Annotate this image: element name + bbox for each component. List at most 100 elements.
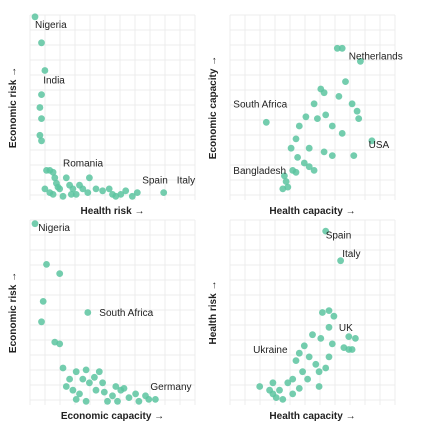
data-point xyxy=(289,390,297,398)
data-point xyxy=(92,185,100,193)
data-point xyxy=(99,187,106,195)
data-point xyxy=(338,44,346,52)
data-point xyxy=(292,357,300,364)
point-label: Bangladesh xyxy=(233,166,286,177)
x-axis-title: Economic capacity → xyxy=(61,411,164,422)
data-point xyxy=(266,386,273,394)
y-axis-title: Economic risk → xyxy=(8,67,19,148)
data-point xyxy=(49,168,57,176)
data-point xyxy=(105,185,113,193)
data-point xyxy=(36,104,44,111)
data-point xyxy=(322,111,330,119)
point-label: USA xyxy=(369,140,390,151)
data-point xyxy=(353,107,361,115)
data-point xyxy=(43,261,50,268)
point-label: Nigeria xyxy=(38,223,70,234)
data-point xyxy=(262,118,270,126)
data-point xyxy=(338,130,346,137)
data-point xyxy=(269,379,277,387)
data-point xyxy=(333,44,341,52)
data-point xyxy=(294,154,301,161)
data-point xyxy=(300,342,308,350)
data-point xyxy=(31,220,39,228)
point-label: Spain xyxy=(142,175,168,186)
data-point xyxy=(51,174,59,182)
data-point xyxy=(317,335,325,342)
data-point xyxy=(310,167,318,174)
point-label: Ukraine xyxy=(253,345,288,356)
data-point xyxy=(82,366,90,374)
point-label: Germany xyxy=(150,382,191,393)
data-point xyxy=(36,131,44,139)
point-label: Spain xyxy=(326,231,352,242)
data-point xyxy=(305,163,313,171)
point-label: Netherlands xyxy=(349,51,403,62)
data-point xyxy=(305,353,313,361)
x-axis-title: Health capacity → xyxy=(269,206,355,217)
data-point xyxy=(342,78,349,85)
data-point xyxy=(135,397,143,405)
data-point xyxy=(328,340,336,348)
point-label: Romania xyxy=(63,159,103,170)
data-point xyxy=(39,298,47,305)
data-point xyxy=(133,189,141,197)
gridlines xyxy=(229,219,396,405)
data-point xyxy=(91,373,98,381)
data-point xyxy=(67,191,75,198)
data-point xyxy=(322,227,330,235)
data-point xyxy=(335,93,343,100)
data-point xyxy=(38,115,45,122)
data-point xyxy=(276,386,283,394)
data-point xyxy=(368,137,376,145)
data-point xyxy=(282,178,290,185)
data-point xyxy=(320,148,328,156)
data-point xyxy=(310,100,318,108)
data-point xyxy=(38,318,45,326)
data-point xyxy=(287,144,295,152)
data-point xyxy=(72,396,80,403)
data-point xyxy=(345,346,353,353)
data-point xyxy=(117,191,125,198)
data-point xyxy=(272,394,280,401)
data-point xyxy=(66,375,73,383)
data-point xyxy=(152,396,159,403)
data-point xyxy=(79,185,87,193)
data-point xyxy=(128,192,136,200)
data-point xyxy=(72,368,80,376)
data-point xyxy=(295,349,303,357)
data-point xyxy=(56,340,64,348)
data-point xyxy=(145,396,153,403)
data-point xyxy=(345,333,353,340)
data-point xyxy=(109,392,116,400)
data-point xyxy=(160,189,168,197)
data-point xyxy=(289,167,297,174)
x-axis-title: Health capacity → xyxy=(269,411,355,422)
point-label: Italy xyxy=(342,249,360,260)
point-label: India xyxy=(43,76,65,87)
data-point xyxy=(256,383,264,390)
point-label: UK xyxy=(339,323,353,334)
data-point xyxy=(92,386,100,394)
data-point xyxy=(357,57,364,65)
data-point xyxy=(295,122,303,130)
data-point xyxy=(79,375,87,383)
scatter-panel-3: Nigeria South Africa Germany Economic capac… xyxy=(8,219,196,422)
x-axis-title: Health risk → xyxy=(81,206,145,217)
y-axis-title: Health risk → xyxy=(208,281,219,345)
point-label: Nigeria xyxy=(35,20,67,31)
data-point xyxy=(314,115,321,122)
data-point xyxy=(84,309,92,316)
data-point xyxy=(328,152,336,160)
data-point xyxy=(304,375,311,383)
y-axis-title: Economic risk → xyxy=(8,272,19,353)
data-point xyxy=(49,191,57,198)
data-point xyxy=(72,191,80,198)
data-point xyxy=(100,388,108,396)
data-point xyxy=(76,390,83,398)
point-label: South Africa xyxy=(99,308,153,319)
data-point xyxy=(69,386,77,394)
data-point xyxy=(53,179,60,187)
data-point xyxy=(315,383,323,390)
data-point xyxy=(348,100,356,108)
